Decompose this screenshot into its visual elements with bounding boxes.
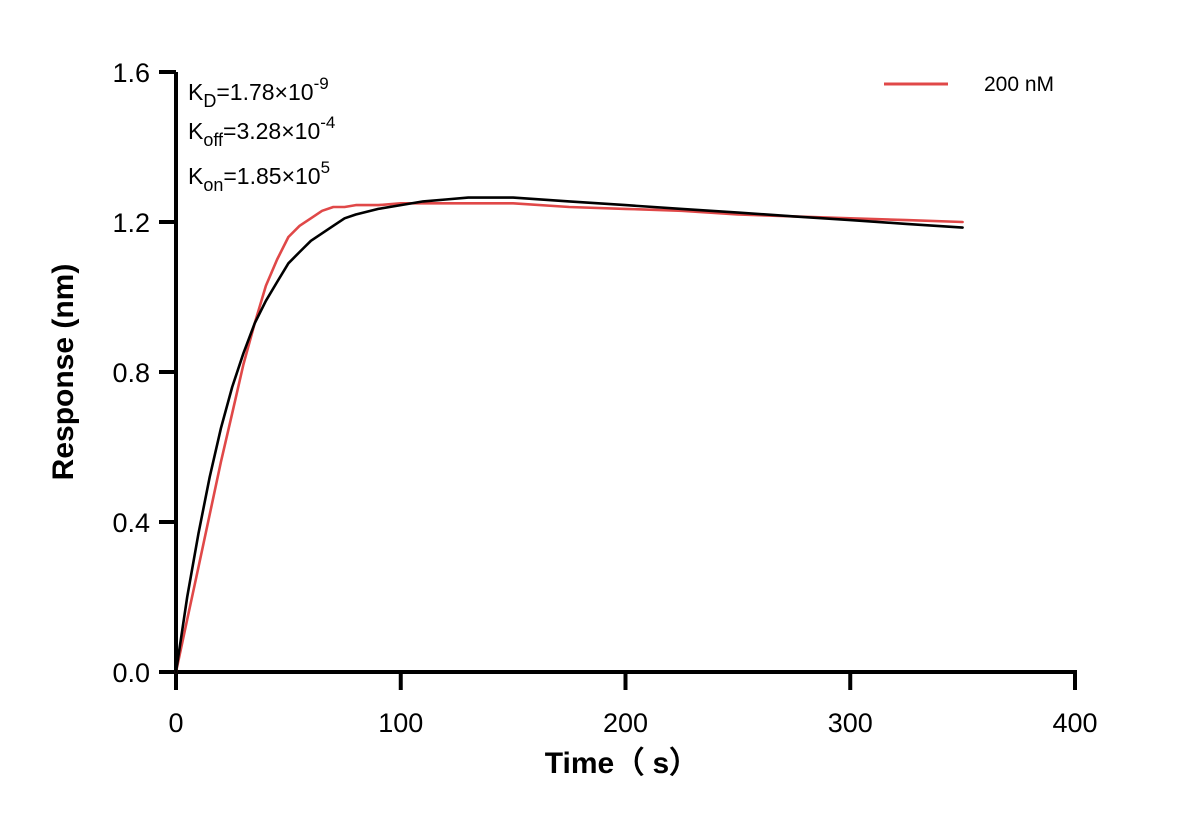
- kd-value: =1.78×10: [216, 79, 313, 105]
- x-axis-label: Time（ s）: [545, 746, 700, 780]
- kd-exp: -9: [314, 74, 329, 93]
- y-tick-label: 0.0: [112, 658, 150, 688]
- legend-label-200nm: 200 nM: [984, 73, 1054, 96]
- legend: 200 nM: [884, 73, 1054, 96]
- koff-annotation: Koff=3.28×10-4: [188, 113, 335, 150]
- kd-sub: D: [203, 91, 216, 111]
- koff-exp: -4: [320, 113, 335, 132]
- y-tick-label: 0.4: [112, 508, 150, 538]
- x-tick-label: 0: [168, 708, 183, 738]
- x-tick-label: 400: [1052, 708, 1097, 738]
- x-tick-label: 200: [603, 708, 648, 738]
- x-ticks: 0 100 200 300 400: [168, 672, 1098, 738]
- x-tick-label: 100: [378, 708, 423, 738]
- y-ticks: 0.0 0.4 0.8 1.2 1.6: [112, 58, 176, 688]
- koff-sub: off: [203, 130, 224, 150]
- x-tick-label: 300: [828, 708, 873, 738]
- series-line-fit: [174, 196, 964, 674]
- y-tick-label: 1.2: [112, 208, 150, 238]
- kd-base: K: [188, 79, 204, 105]
- y-axis-label: Response (nm): [47, 264, 80, 481]
- koff-value: =3.28×10: [223, 118, 320, 144]
- kd-annotation: KD=1.78×10-9: [188, 74, 329, 111]
- y-tick-label: 1.6: [112, 58, 150, 88]
- kon-base: K: [188, 163, 204, 189]
- axes: [174, 72, 1077, 674]
- series-layer: [174, 196, 964, 674]
- y-tick-label: 0.8: [112, 358, 150, 388]
- koff-base: K: [188, 118, 204, 144]
- kinetic-constants: KD=1.78×10-9 Koff=3.28×10-4 Kon=1.85×105: [188, 74, 335, 195]
- kon-exp: 5: [321, 158, 330, 177]
- kon-annotation: Kon=1.85×105: [188, 158, 330, 195]
- kon-value: =1.85×10: [223, 163, 320, 189]
- kon-sub: on: [203, 175, 223, 195]
- series-line-200nm: [174, 202, 964, 674]
